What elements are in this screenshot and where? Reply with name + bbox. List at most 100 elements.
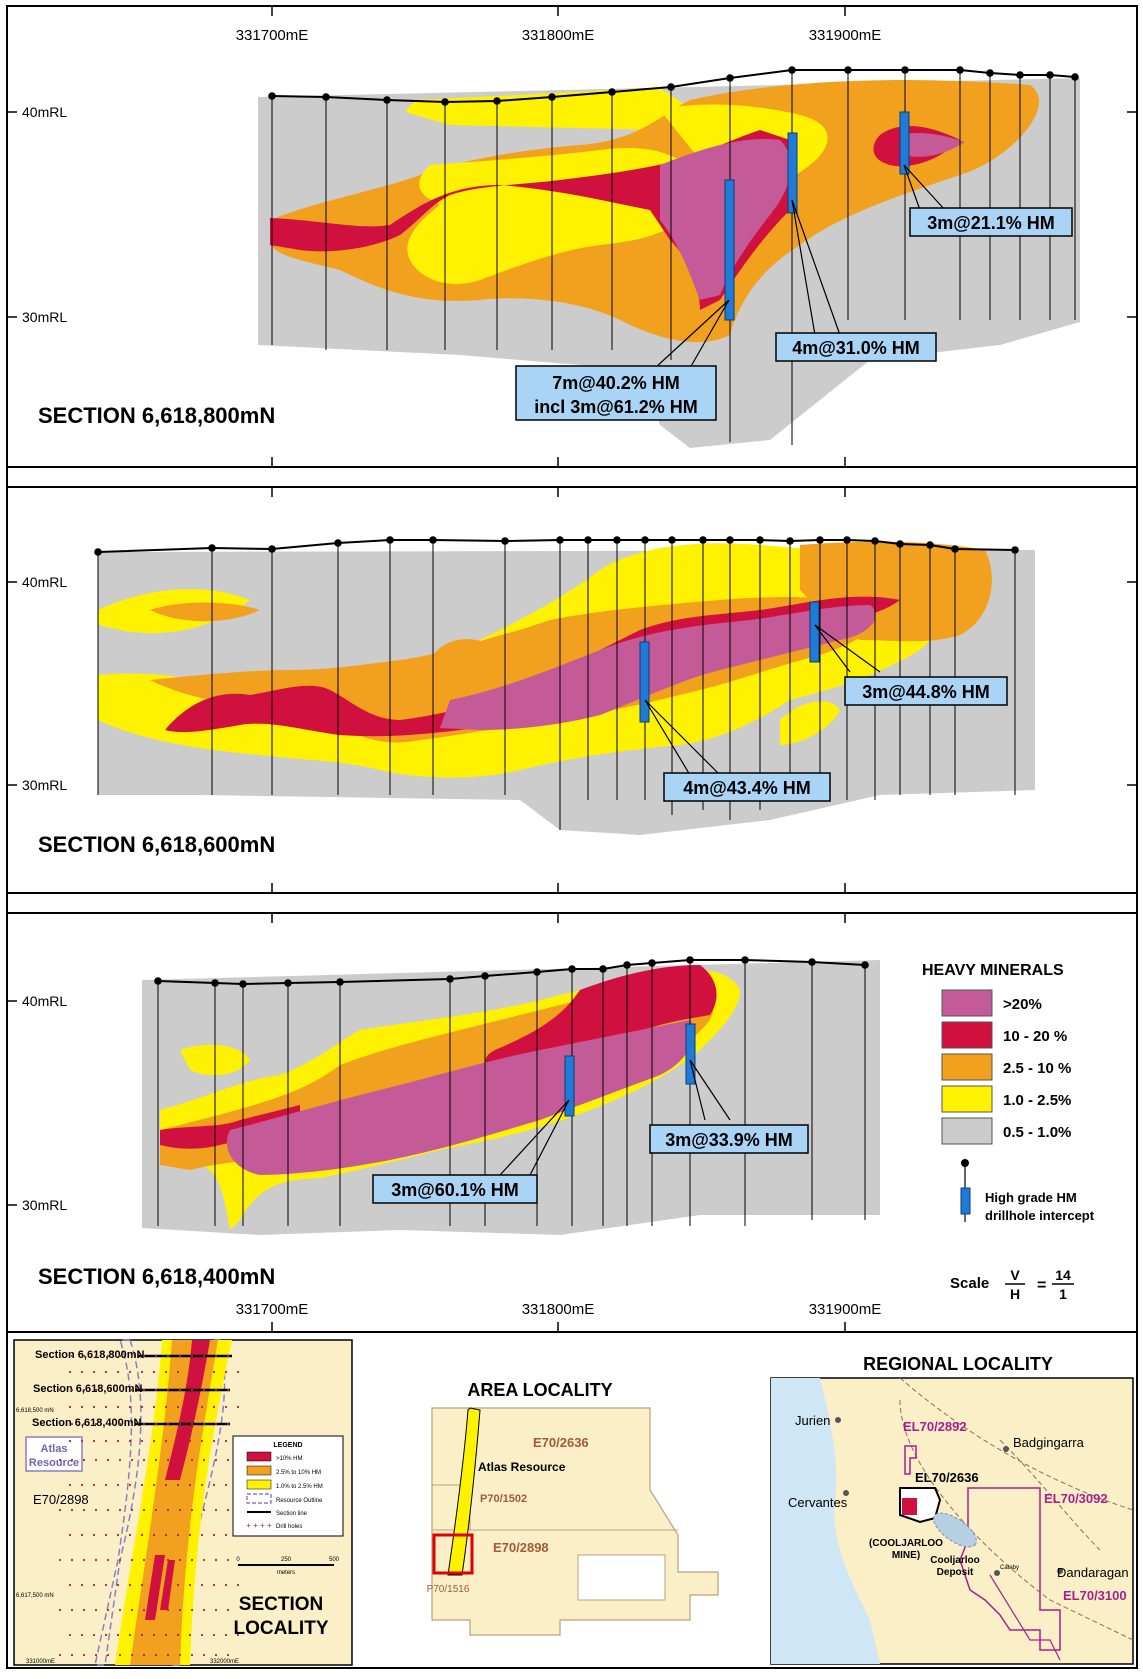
drill-dot xyxy=(94,1354,98,1358)
drill-dot xyxy=(190,1558,194,1562)
mine-label: MINE) xyxy=(892,1550,920,1561)
drill-dot xyxy=(212,1583,216,1587)
drill-dot xyxy=(226,1508,230,1512)
callout-text: 3m@44.8% HM xyxy=(862,682,990,702)
easting-label-top: 331700mE xyxy=(236,27,309,44)
drillhole-collar xyxy=(667,83,675,91)
drill-dot xyxy=(224,1483,228,1487)
drill-dot xyxy=(214,1608,218,1612)
drillhole-collar xyxy=(1071,73,1079,81)
drill-dot xyxy=(178,1508,182,1512)
intercept-legend-label: drillhole intercept xyxy=(985,1208,1095,1223)
drill-dot xyxy=(236,1405,240,1409)
drill-dot xyxy=(70,1558,74,1562)
tenement-label: EL70/3092 xyxy=(1044,1491,1108,1506)
rl-label: 30mRL xyxy=(22,1197,67,1213)
drillhole-collar xyxy=(788,66,796,74)
drill-dot xyxy=(130,1608,134,1612)
drill-dot xyxy=(152,1439,156,1443)
drill-dot xyxy=(140,1439,144,1443)
drill-dot xyxy=(226,1422,230,1426)
drillhole-collar xyxy=(599,965,607,973)
drill-dot xyxy=(106,1508,110,1512)
drill-dot xyxy=(152,1483,156,1487)
drill-dot xyxy=(82,1508,86,1512)
scale-tick: 0 xyxy=(236,1557,240,1563)
tenement-label: E70/2898 xyxy=(33,1492,89,1507)
drill-dot xyxy=(152,1533,156,1537)
drill-dot xyxy=(92,1370,96,1374)
inner-legend-item: Section line xyxy=(276,1511,308,1517)
drill-dot xyxy=(164,1583,168,1587)
drill-dot xyxy=(92,1405,96,1409)
drill-dot xyxy=(188,1483,192,1487)
drill-dot xyxy=(80,1439,84,1443)
drill-dot xyxy=(176,1405,180,1409)
drill-dot xyxy=(118,1653,122,1657)
drill-dot xyxy=(202,1458,206,1462)
drillhole-collar xyxy=(556,536,564,544)
northing-label: 6,617,500 mN xyxy=(16,1593,54,1599)
drill-dot xyxy=(128,1405,132,1409)
tenement-label: E70/2636 xyxy=(533,1435,589,1450)
drillhole-collar xyxy=(1016,71,1024,79)
callout-text: 3m@60.1% HM xyxy=(391,1180,519,1200)
drill-dot xyxy=(154,1653,158,1657)
scale-label: Scale xyxy=(950,1275,989,1292)
drill-dot xyxy=(92,1483,96,1487)
tenement-label: EL70/2636 xyxy=(915,1470,979,1485)
drillhole-collar xyxy=(861,961,869,969)
town-label: Badgingarra xyxy=(1013,1435,1085,1450)
legend-swatch xyxy=(941,1117,993,1145)
section-locality-label: Section 6,618,600mN xyxy=(33,1383,143,1395)
area-locality-title: AREA LOCALITY xyxy=(467,1380,612,1400)
scale-h: H xyxy=(1010,1286,1020,1302)
inner-legend-title: LEGEND xyxy=(273,1442,302,1449)
drill-dot xyxy=(58,1458,62,1462)
town-label: Dandaragan xyxy=(1057,1565,1129,1580)
scale-unit: meters xyxy=(277,1570,295,1576)
drill-dot xyxy=(116,1439,120,1443)
drill-dot xyxy=(154,1388,158,1392)
drill-dot xyxy=(70,1458,74,1462)
drill-dot xyxy=(164,1405,168,1409)
section-title: SECTION 6,618,600mN xyxy=(38,832,275,857)
drill-dot xyxy=(166,1508,170,1512)
drill-dot xyxy=(224,1633,228,1637)
drill-dot xyxy=(142,1354,146,1358)
drill-dot xyxy=(68,1439,72,1443)
drill-dot xyxy=(142,1608,146,1612)
tenement-label: E70/2898 xyxy=(493,1540,549,1555)
drill-dot xyxy=(116,1533,120,1537)
drill-dot xyxy=(154,1608,158,1612)
drill-dot xyxy=(104,1533,108,1537)
ground-surface-line xyxy=(157,959,866,986)
drillhole-collar xyxy=(154,977,162,985)
heavy-minerals-legend: HEAVY MINERALS >20% 10 - 20 % 2.5 - 10 % 1.… xyxy=(922,962,1095,1302)
legend-label: >20% xyxy=(1003,996,1042,1013)
drill-dot xyxy=(68,1370,72,1374)
section-locality-title: SECTION xyxy=(239,1594,323,1615)
drill-dot xyxy=(214,1422,218,1426)
drill-dot xyxy=(116,1405,120,1409)
atlas-resource-label: Resource xyxy=(29,1457,79,1469)
drill-dot xyxy=(140,1633,144,1637)
drill-dot xyxy=(68,1533,72,1537)
section-title: SECTION 6,618,400mN xyxy=(38,1264,275,1289)
deposit-label: Deposit xyxy=(937,1567,974,1578)
drill-dot xyxy=(178,1558,182,1562)
drill-dot xyxy=(80,1583,84,1587)
drillhole-collar xyxy=(926,541,934,549)
drill-dot xyxy=(82,1608,86,1612)
easting-label-bottom: 331900mE xyxy=(809,1301,882,1318)
tenement-label: P70/1502 xyxy=(480,1493,527,1505)
drill-dot xyxy=(214,1508,218,1512)
drillhole-collar xyxy=(986,69,994,77)
drill-dot xyxy=(202,1558,206,1562)
section-locality-title: LOCALITY xyxy=(234,1618,329,1639)
drillhole-collar xyxy=(386,536,394,544)
drill-dot xyxy=(92,1583,96,1587)
drill-dot xyxy=(130,1508,134,1512)
drillhole-collar xyxy=(951,545,959,553)
drill-dot xyxy=(130,1458,134,1462)
